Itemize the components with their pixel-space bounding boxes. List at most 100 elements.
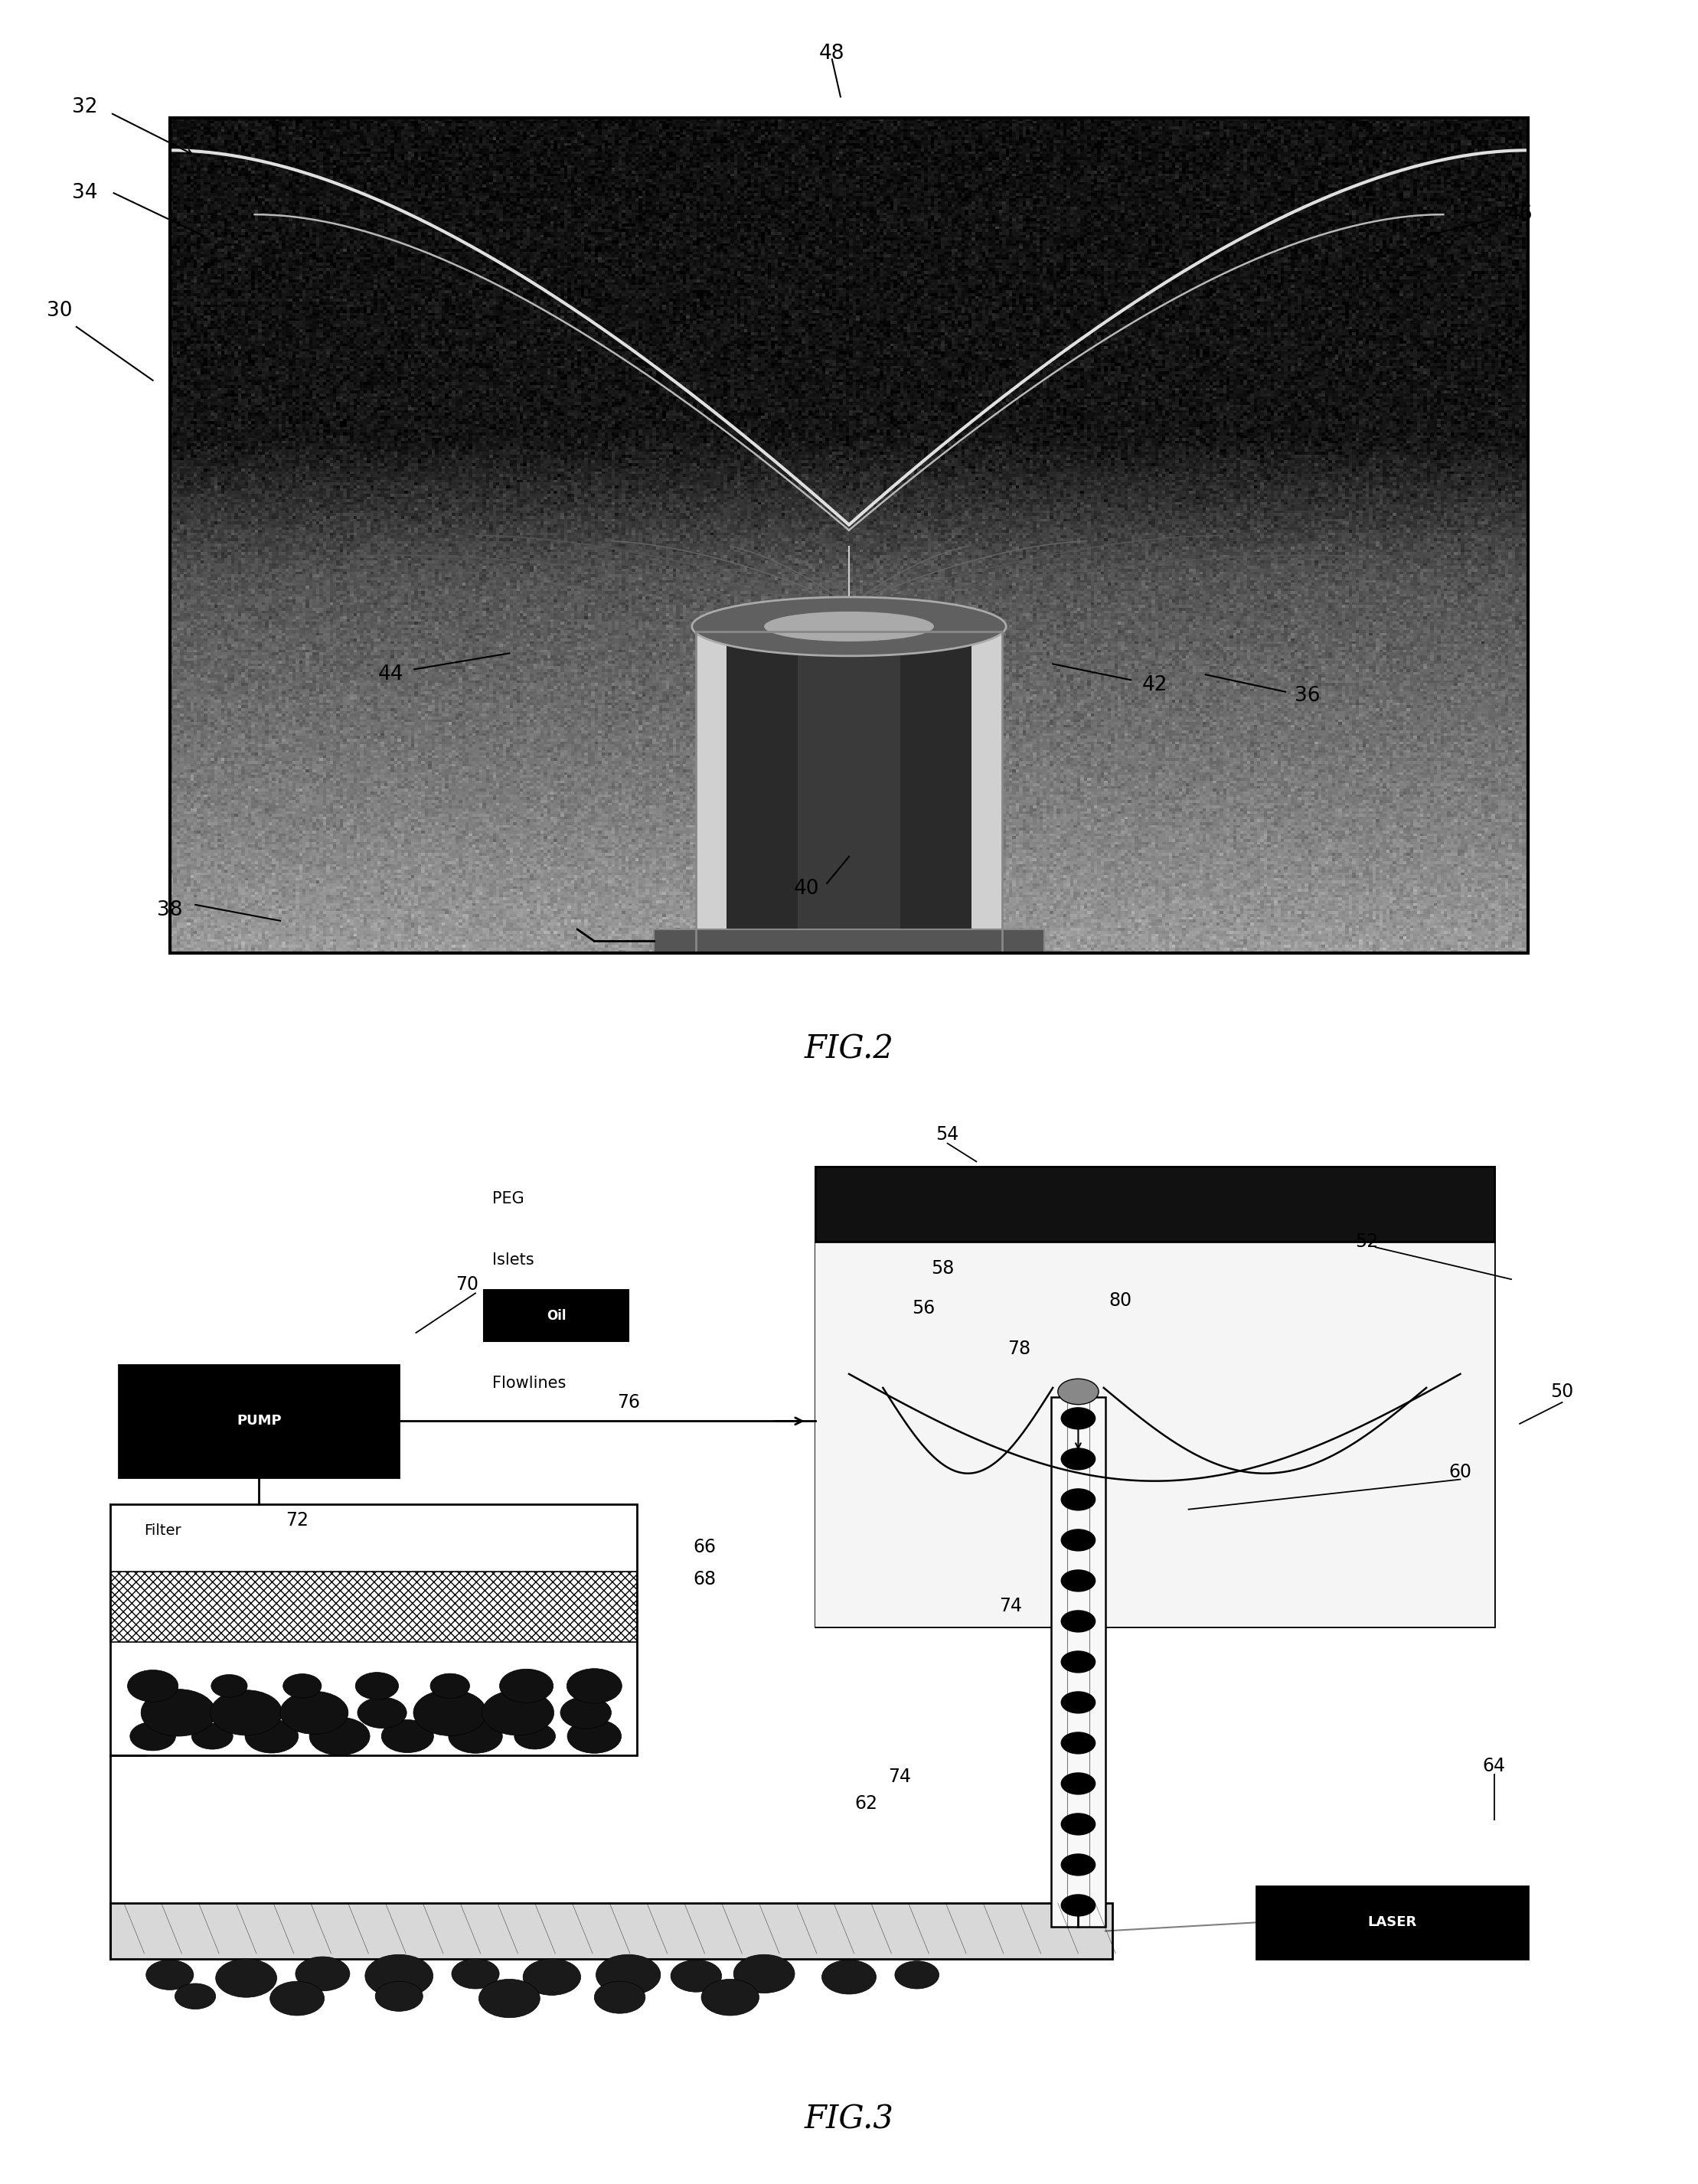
Circle shape [1061, 1896, 1095, 1915]
Circle shape [175, 1983, 216, 2009]
Text: 72: 72 [285, 1511, 309, 1529]
Circle shape [355, 1673, 399, 1699]
Circle shape [1061, 1773, 1095, 1795]
Circle shape [1061, 1732, 1095, 1754]
Circle shape [430, 1673, 470, 1699]
Text: Oil: Oil [547, 1308, 565, 1324]
Text: 68: 68 [693, 1570, 717, 1588]
Circle shape [1061, 1409, 1095, 1428]
Circle shape [1061, 1693, 1095, 1712]
Text: 40: 40 [793, 878, 820, 898]
Text: 30: 30 [46, 301, 73, 321]
Circle shape [1061, 1813, 1095, 1835]
Bar [119, 1365, 399, 1476]
Circle shape [734, 1955, 795, 1994]
Text: 56: 56 [912, 1299, 936, 1317]
Text: 78: 78 [1007, 1339, 1031, 1358]
Circle shape [482, 1690, 554, 1736]
Text: PEG: PEG [492, 1190, 525, 1208]
Circle shape [211, 1690, 282, 1736]
Text: LASER: LASER [1369, 1915, 1416, 1928]
Text: 52: 52 [1355, 1232, 1379, 1251]
Circle shape [1061, 1570, 1095, 1592]
Circle shape [146, 1959, 194, 1990]
Circle shape [270, 1981, 324, 2016]
Text: 66: 66 [693, 1538, 717, 1555]
Text: 46: 46 [1506, 205, 1533, 225]
Bar [1051, 1398, 1105, 1926]
Text: 70: 70 [455, 1275, 479, 1293]
Circle shape [1061, 1529, 1095, 1551]
Text: 42: 42 [1141, 675, 1168, 695]
Circle shape [127, 1671, 178, 1701]
Text: FIG.2: FIG.2 [805, 1033, 893, 1066]
Circle shape [245, 1719, 299, 1754]
Circle shape [1061, 1651, 1095, 1673]
Bar [484, 1291, 628, 1341]
Text: 50: 50 [1550, 1382, 1574, 1400]
Circle shape [895, 1961, 939, 1990]
Circle shape [701, 1979, 759, 2016]
Bar [815, 1243, 1494, 1627]
Text: 76: 76 [616, 1393, 640, 1411]
Bar [170, 118, 1528, 952]
Bar [110, 1505, 637, 1756]
Circle shape [365, 1955, 433, 1998]
Bar [696, 631, 727, 952]
Circle shape [1061, 1448, 1095, 1470]
Text: Flowlines: Flowlines [492, 1376, 565, 1391]
Text: 34: 34 [71, 183, 98, 203]
Text: 58: 58 [931, 1260, 954, 1278]
Text: FIG.3: FIG.3 [805, 2103, 893, 2136]
Text: 62: 62 [854, 1795, 878, 1813]
Circle shape [358, 1697, 406, 1728]
Circle shape [523, 1959, 581, 1996]
Ellipse shape [693, 596, 1005, 655]
Circle shape [284, 1673, 321, 1697]
Bar [110, 1572, 637, 1642]
Circle shape [211, 1675, 248, 1697]
Circle shape [413, 1690, 487, 1736]
Circle shape [141, 1688, 216, 1736]
Circle shape [1061, 1489, 1095, 1511]
Circle shape [192, 1723, 233, 1749]
Bar [696, 631, 1002, 952]
Text: 44: 44 [377, 664, 404, 684]
Circle shape [560, 1697, 611, 1730]
Bar [971, 631, 1002, 952]
Circle shape [499, 1669, 554, 1704]
Circle shape [567, 1719, 621, 1754]
Text: Filter: Filter [144, 1524, 182, 1538]
Circle shape [131, 1721, 175, 1752]
Circle shape [295, 1957, 350, 1992]
Text: 64: 64 [1482, 1756, 1506, 1776]
Circle shape [1061, 1854, 1095, 1876]
Ellipse shape [764, 612, 934, 642]
Bar [654, 930, 1044, 952]
Bar [798, 631, 900, 952]
Text: 80: 80 [1109, 1291, 1133, 1310]
Circle shape [216, 1959, 277, 1998]
Circle shape [382, 1719, 433, 1754]
Text: 36: 36 [1294, 686, 1321, 705]
Bar [815, 1166, 1494, 1627]
Text: 54: 54 [936, 1125, 959, 1144]
Bar [110, 1902, 1112, 1959]
Text: 38: 38 [156, 900, 183, 919]
Circle shape [822, 1959, 876, 1994]
Circle shape [452, 1959, 499, 1990]
Text: 32: 32 [71, 98, 98, 118]
Circle shape [309, 1717, 370, 1756]
Circle shape [375, 1981, 423, 2011]
Text: PUMP: PUMP [236, 1415, 282, 1428]
Circle shape [514, 1723, 555, 1749]
Circle shape [596, 1955, 661, 1996]
Text: 74: 74 [888, 1767, 912, 1787]
Text: Islets: Islets [492, 1251, 535, 1267]
Bar [696, 631, 1002, 952]
Circle shape [1061, 1610, 1095, 1631]
Circle shape [594, 1981, 645, 2014]
Circle shape [567, 1669, 621, 1704]
Circle shape [671, 1959, 722, 1992]
Text: 60: 60 [1448, 1463, 1472, 1481]
